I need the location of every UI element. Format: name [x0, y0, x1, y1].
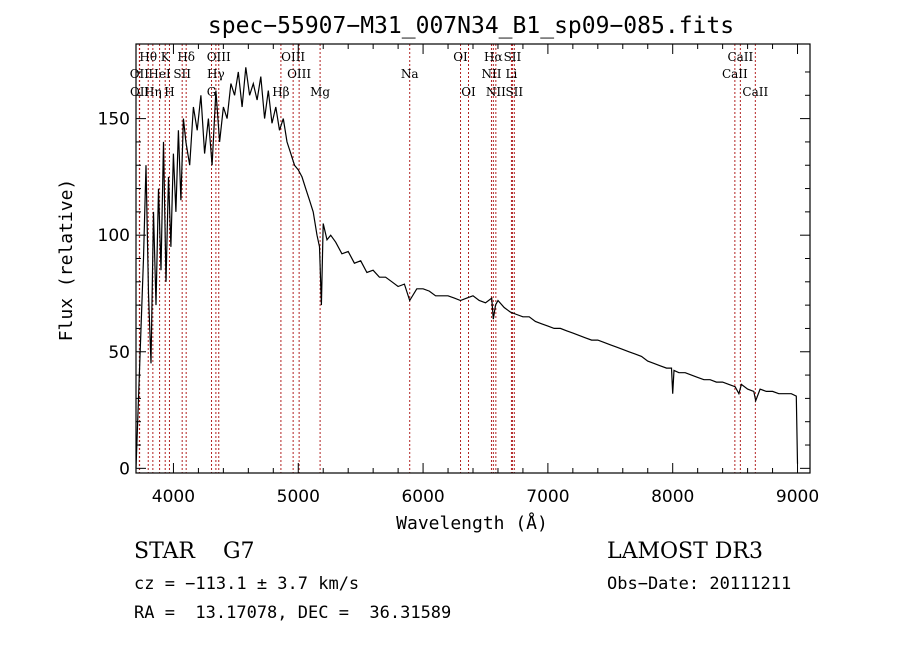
spectral-line-label: Hα — [484, 50, 503, 64]
x-tick-label: 5000 — [277, 487, 320, 507]
spectral-line-label: OI — [461, 85, 476, 99]
spectral-line-label: H — [164, 85, 174, 99]
spectral-line-label: OI — [453, 50, 468, 64]
spectral-line-label: Hβ — [272, 85, 289, 99]
spectral-line-label: CaII — [722, 67, 748, 81]
spectral-line-label: Hη — [144, 85, 162, 99]
y-tick-label: 150 — [98, 110, 130, 130]
spectral-line-label: SII — [505, 85, 523, 99]
y-tick-label: 100 — [98, 226, 130, 246]
spectral-line-label: Hγ — [207, 67, 225, 81]
ra-dec-coordinates: RA = 13.17078, DEC = 36.31589 — [134, 603, 452, 623]
x-tick-label: 8000 — [651, 487, 694, 507]
spectral-line-label: OIII — [207, 50, 231, 64]
y-tick-label: 50 — [108, 343, 130, 363]
x-tick-label: 7000 — [526, 487, 569, 507]
spectral-line-label: Hθ — [139, 50, 157, 64]
spectral-line-label: OII — [130, 85, 150, 99]
spectral-line-label: SII — [504, 50, 522, 64]
flux-series-line — [135, 67, 799, 469]
chart-title: spec−55907−M31_007N34_B1_sp09−085.fits — [208, 13, 734, 39]
spectral-line-label: G — [207, 85, 217, 99]
x-axis-title: Wavelength (Å) — [396, 512, 548, 534]
axis-ticks: 4000 5000 6000 7000 8000 9000 0 50 100 150 — [98, 44, 819, 507]
spectral-line-markers — [138, 44, 756, 473]
x-tick-label: 4000 — [152, 487, 195, 507]
spectral-line-label: SII — [173, 67, 191, 81]
spectral-line-label: OIII — [287, 67, 311, 81]
spectral-line-label: Mg — [310, 85, 330, 99]
spectral-line-label: Hδ — [177, 50, 195, 64]
spectral-line-label: CaII — [742, 85, 768, 99]
spectral-line-label: OIII — [281, 50, 305, 64]
spectral-line-label: NII — [486, 85, 506, 99]
spectral-line-label: NII — [481, 67, 501, 81]
plot-frame — [135, 43, 811, 474]
y-axis-title: Flux (relative) — [56, 179, 77, 342]
observation-date: Obs−Date: 20111211 — [607, 574, 792, 594]
spectral-line-label: Li — [506, 67, 518, 81]
survey-name: LAMOST DR3 — [607, 539, 763, 564]
spectral-line-label: HeI — [148, 67, 171, 81]
redshift-velocity: cz = −113.1 ± 3.7 km/s — [134, 574, 360, 594]
spectral-line-label: Na — [401, 67, 419, 81]
object-class: STAR G7 — [134, 539, 255, 564]
spectral-line-label: K — [161, 50, 171, 64]
spectral-line-label: CaII — [727, 50, 753, 64]
x-tick-label: 6000 — [401, 487, 444, 507]
y-tick-label: 0 — [119, 459, 130, 479]
x-tick-label: 9000 — [776, 487, 819, 507]
spectral-line-label: OII — [130, 67, 150, 81]
